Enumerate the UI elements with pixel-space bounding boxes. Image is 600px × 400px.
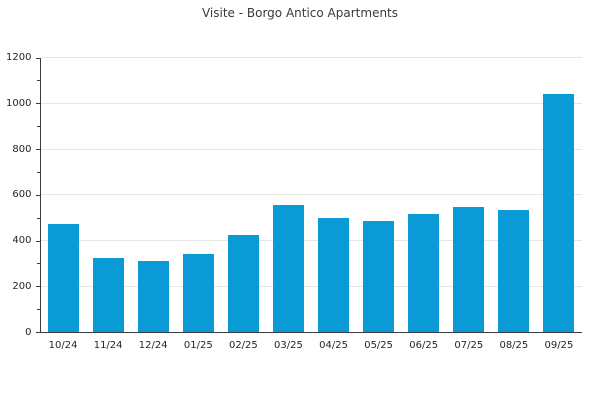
x-tick-label: 10/24 [48, 340, 78, 351]
bar-05/25 [363, 221, 395, 332]
y-tick-mark [35, 103, 40, 105]
y-tick-mark [35, 194, 40, 196]
bar-12/24 [137, 261, 169, 332]
y-gridline [40, 102, 582, 104]
y-gridline [40, 148, 582, 150]
bar-07/25 [453, 207, 485, 332]
x-tick-label: 11/24 [93, 340, 123, 351]
x-tick-label: 04/25 [319, 340, 348, 351]
y-axis-spine [39, 57, 41, 333]
y-minor-tick-mark [37, 171, 40, 173]
y-gridline [40, 57, 582, 58]
x-axis-spine [39, 332, 582, 333]
y-tick-mark [35, 286, 40, 288]
x-tick-label: 06/25 [409, 340, 439, 351]
y-minor-tick-mark [37, 309, 40, 311]
x-tick-label: 07/25 [454, 340, 484, 351]
bar-09/25 [543, 94, 575, 332]
y-gridline [40, 285, 582, 287]
y-tick-label: 1000 [6, 97, 32, 109]
y-tick-label: 1200 [6, 52, 32, 63]
y-tick-label: 400 [12, 235, 32, 246]
x-tick-label: 03/25 [274, 340, 303, 351]
y-tick-label: 0 [25, 326, 32, 338]
y-minor-tick-mark [37, 263, 40, 265]
y-minor-tick-mark [37, 80, 40, 82]
y-gridline [40, 194, 582, 196]
y-minor-tick-mark [37, 217, 40, 219]
bar-08/25 [498, 209, 530, 332]
y-tick-mark [35, 240, 40, 242]
y-gridline [40, 240, 582, 241]
chart-title: Visite - Borgo Antico Apartments [201, 6, 399, 20]
bar-01/25 [182, 254, 214, 332]
y-tick-label: 800 [12, 143, 32, 155]
y-tick-mark [35, 149, 40, 150]
x-tick-label: 01/25 [183, 340, 213, 351]
x-tick-label: 12/24 [138, 340, 168, 351]
x-tick-label: 02/25 [228, 340, 258, 351]
y-tick-label: 600 [12, 189, 32, 201]
bar-10/24 [47, 224, 79, 332]
bar-04/25 [318, 217, 350, 332]
y-tick-mark [35, 332, 40, 333]
y-minor-tick-mark [37, 126, 40, 128]
bar-06/25 [408, 214, 440, 332]
x-tick-label: 08/25 [499, 340, 529, 351]
y-tick-mark [35, 57, 40, 59]
bar-03/25 [272, 205, 304, 332]
y-tick-label: 200 [12, 280, 32, 292]
bar-11/24 [92, 257, 124, 332]
bar-02/25 [227, 234, 259, 332]
x-tick-label: 09/25 [544, 340, 574, 351]
x-tick-label: 05/25 [364, 340, 394, 351]
